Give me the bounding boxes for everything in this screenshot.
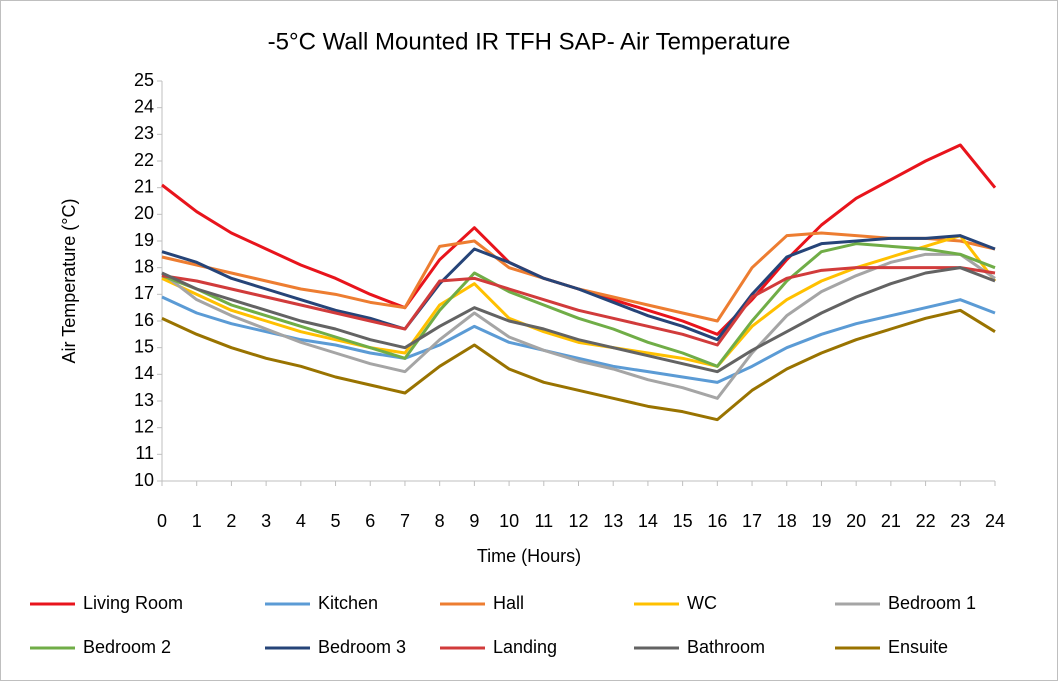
- legend-label: Kitchen: [318, 593, 378, 613]
- legend-label: Hall: [493, 593, 524, 613]
- x-tick-label: 9: [469, 511, 479, 531]
- y-tick-label: 22: [134, 150, 154, 170]
- y-tick-label: 16: [134, 310, 154, 330]
- y-tick-label: 11: [135, 443, 154, 463]
- y-tick-label: 20: [134, 203, 154, 223]
- x-tick-label: 15: [673, 511, 693, 531]
- x-tick-label: 18: [777, 511, 797, 531]
- x-tick-label: 14: [638, 511, 658, 531]
- x-tick-label: 1: [192, 511, 202, 531]
- series-line: [161, 252, 996, 400]
- x-tick-label: 10: [499, 511, 519, 531]
- legend-label: Living Room: [83, 593, 183, 613]
- legend-label: Ensuite: [888, 637, 948, 657]
- y-tick-label: 19: [134, 230, 154, 250]
- series-line: [161, 234, 996, 342]
- x-tick-label: 0: [157, 511, 167, 531]
- legend-label: WC: [687, 593, 717, 613]
- x-tick-label: 11: [534, 511, 553, 531]
- series-line: [161, 295, 996, 384]
- series-line: [161, 308, 996, 422]
- y-tick-label: 25: [134, 70, 154, 90]
- chart-title: -5°C Wall Mounted IR TFH SAP- Air Temper…: [268, 28, 791, 55]
- x-tick-label: 24: [985, 511, 1005, 531]
- y-tick-label: 12: [134, 416, 154, 436]
- x-tick-label: 6: [365, 511, 375, 531]
- x-tick-label: 12: [568, 511, 588, 531]
- series-line: [161, 266, 996, 374]
- x-tick-label: 13: [603, 511, 623, 531]
- x-tick-label: 8: [435, 511, 445, 531]
- legend-label: Bedroom 1: [888, 593, 976, 613]
- y-axis-label: Air Temperature (°C): [59, 199, 79, 364]
- legend-label: Bedroom 2: [83, 637, 171, 657]
- legend-label: Bedroom 3: [318, 637, 406, 657]
- x-tick-label: 7: [400, 511, 410, 531]
- x-tick-label: 3: [261, 511, 271, 531]
- series-line: [161, 266, 996, 347]
- x-tick-label: 22: [916, 511, 936, 531]
- y-tick-label: 24: [134, 96, 154, 116]
- x-tick-label: 19: [811, 511, 831, 531]
- y-tick-label: 21: [134, 176, 154, 196]
- legend-label: Landing: [493, 637, 557, 657]
- y-tick-label: 14: [134, 363, 154, 383]
- x-tick-label: 17: [742, 511, 762, 531]
- x-axis-label: Time (Hours): [477, 546, 581, 566]
- x-tick-label: 2: [226, 511, 236, 531]
- y-tick-label: 15: [134, 336, 154, 356]
- x-tick-label: 21: [881, 511, 901, 531]
- x-tick-label: 4: [296, 511, 306, 531]
- y-tick-label: 18: [134, 256, 154, 276]
- x-tick-label: 5: [331, 511, 341, 531]
- series-line: [161, 242, 996, 368]
- x-tick-label: 23: [950, 511, 970, 531]
- x-tick-label: 20: [846, 511, 866, 531]
- x-tick-label: 16: [707, 511, 727, 531]
- y-tick-label: 10: [134, 470, 154, 490]
- y-tick-label: 13: [134, 390, 154, 410]
- y-tick-label: 23: [134, 123, 154, 143]
- y-tick-label: 17: [134, 283, 154, 303]
- legend-label: Bathroom: [687, 637, 765, 657]
